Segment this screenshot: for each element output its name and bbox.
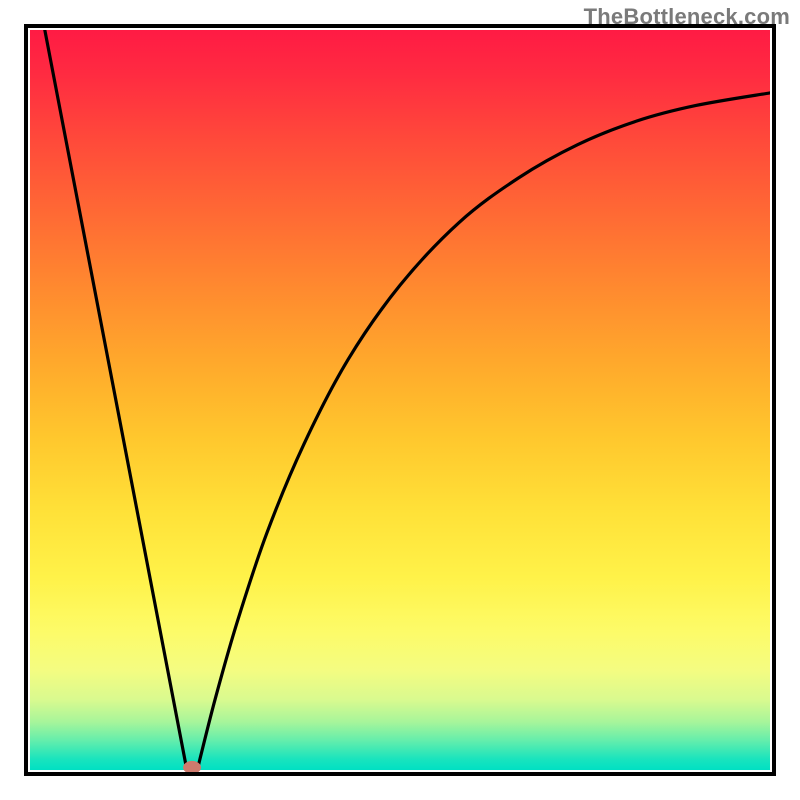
bottleneck-chart [0,0,800,800]
optimum-marker [183,761,201,774]
gradient-background [30,30,770,770]
watermark-text: TheBottleneck.com [584,4,790,30]
